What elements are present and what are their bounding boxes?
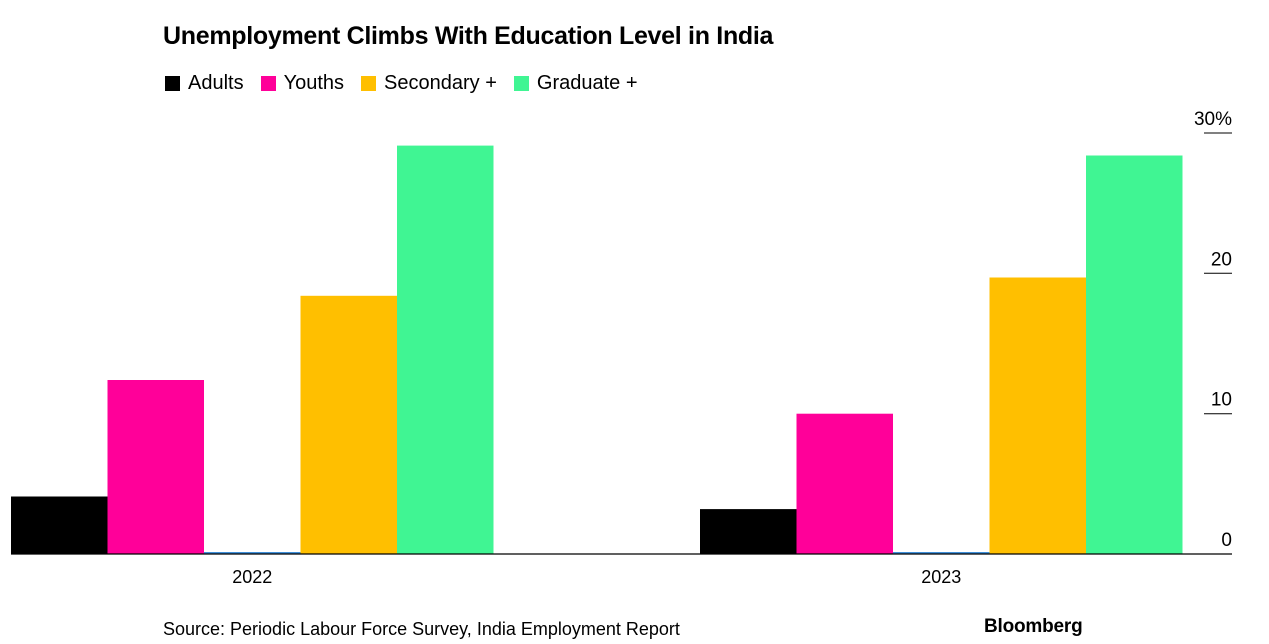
legend-item-adults: Adults: [165, 72, 244, 95]
bar-youths-2022: [107, 380, 204, 554]
y-tick-label-20: 20: [1211, 249, 1232, 270]
legend-swatch-youths: [260, 76, 276, 91]
legend-label-youths: Youths: [283, 72, 345, 94]
legend-swatch-adults: [165, 76, 180, 91]
bar-youths-2023: [796, 413, 893, 554]
legend-label-secondary: Secondary +: [384, 72, 497, 94]
bloomberg-logo: Bloomberg: [984, 616, 1083, 637]
chart-legend: Adults Youths Secondary + Graduate +: [165, 72, 655, 95]
legend-item-youths: Youths: [260, 72, 345, 95]
legend-label-graduate: Graduate +: [536, 72, 638, 94]
source-note: Source: Periodic Labour Force Survey, In…: [163, 619, 680, 639]
y-tick-label-0: 0: [1221, 530, 1232, 551]
bar-adults-2022: [11, 496, 108, 554]
chart-title: Unemployment Climbs With Education Level…: [163, 22, 774, 50]
y-tick-label-30: 30%: [1194, 109, 1232, 130]
legend-label-adults: Adults: [188, 72, 244, 94]
x-tick-label-2023: 2023: [921, 567, 961, 587]
bar-adults-2023: [700, 509, 797, 554]
legend-item-graduate: Graduate +: [513, 72, 638, 95]
bar-secondary-2022: [300, 295, 397, 554]
bar-secondary-2023: [989, 277, 1086, 554]
legend-swatch-secondary: [361, 76, 377, 91]
legend-swatch-graduate: [513, 76, 529, 91]
legend-item-secondary: Secondary +: [361, 72, 497, 95]
y-tick-label-10: 10: [1211, 390, 1232, 411]
x-tick-label-2022: 2022: [232, 567, 272, 587]
bar-graduate-2022: [397, 145, 494, 554]
bar-graduate-2023: [1086, 155, 1183, 554]
